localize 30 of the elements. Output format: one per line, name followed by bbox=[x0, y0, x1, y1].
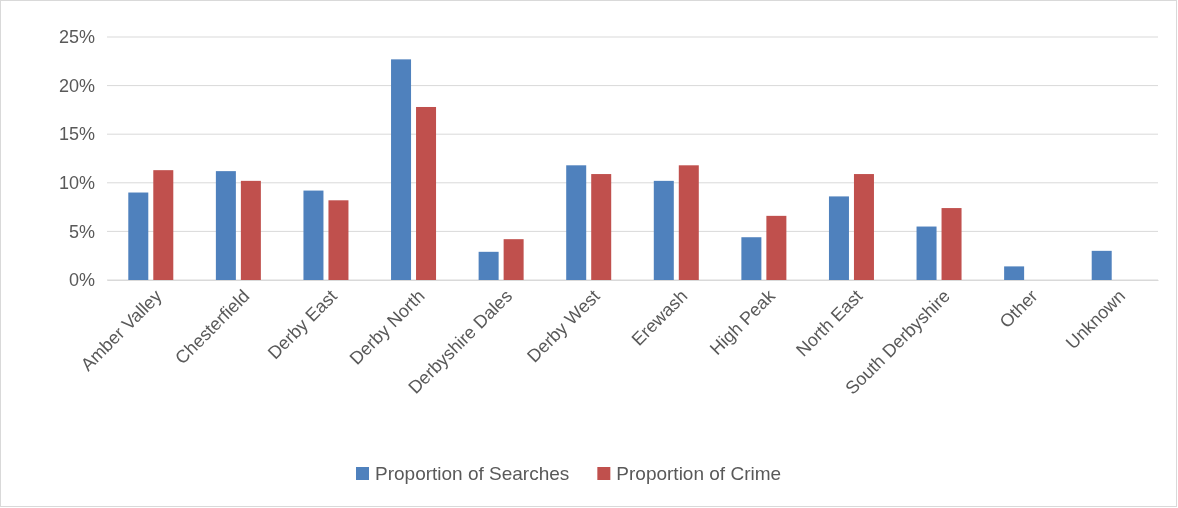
bar bbox=[741, 237, 762, 280]
y-tick-label: 20% bbox=[58, 75, 95, 96]
y-tick-label: 0% bbox=[68, 270, 95, 291]
bar bbox=[215, 171, 236, 280]
y-tick-label: 5% bbox=[68, 221, 95, 242]
bar bbox=[591, 174, 612, 280]
bar bbox=[678, 165, 699, 280]
bar bbox=[128, 192, 149, 280]
y-tick-label: 10% bbox=[58, 173, 95, 194]
bar bbox=[916, 226, 937, 280]
legend-label: Proportion of Crime bbox=[616, 463, 782, 484]
bar bbox=[153, 170, 174, 280]
bar bbox=[303, 190, 324, 280]
bar bbox=[941, 208, 962, 280]
bar bbox=[828, 196, 849, 280]
y-tick-label: 25% bbox=[58, 27, 95, 48]
bar bbox=[1091, 250, 1112, 280]
bar bbox=[478, 251, 499, 280]
bar bbox=[391, 59, 412, 280]
bar bbox=[853, 174, 874, 280]
bar bbox=[503, 239, 524, 280]
bar bbox=[653, 180, 674, 280]
bar bbox=[328, 200, 349, 280]
bar bbox=[1004, 266, 1025, 280]
bar bbox=[766, 215, 787, 280]
legend-label: Proportion of Searches bbox=[375, 463, 570, 484]
bar bbox=[566, 165, 587, 280]
bar bbox=[240, 180, 261, 280]
y-tick-label: 15% bbox=[58, 124, 95, 145]
bar bbox=[416, 106, 437, 280]
